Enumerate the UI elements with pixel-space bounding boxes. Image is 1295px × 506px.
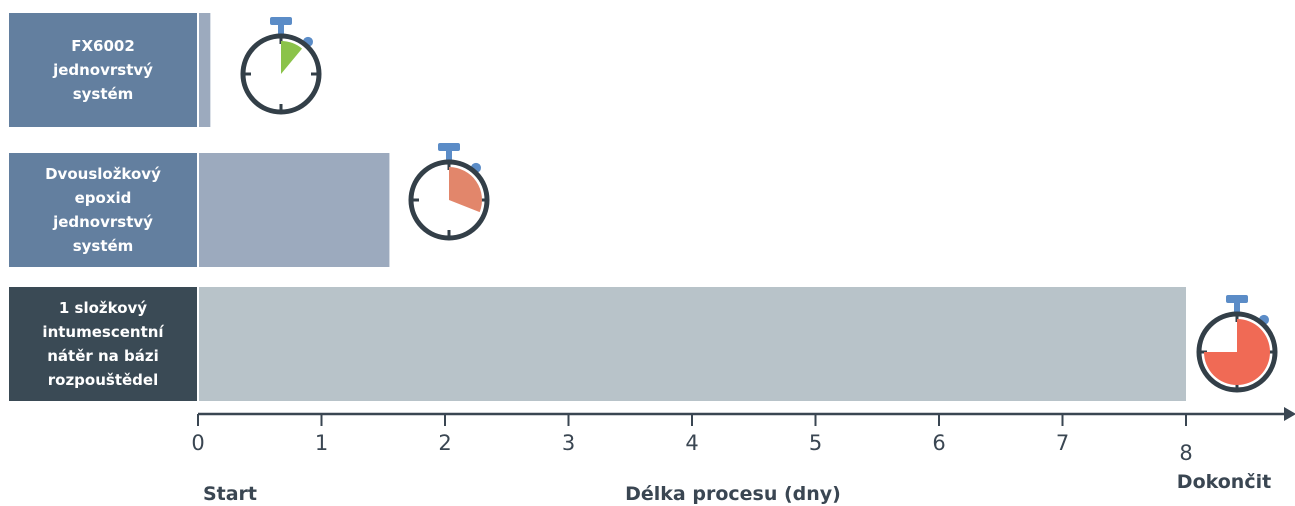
x-tick-label: 5 (809, 431, 822, 455)
category-label: systém (73, 85, 134, 103)
category-label: epoxid (75, 189, 132, 207)
category-label-box (9, 13, 197, 127)
category-label: nátěr na bázi (47, 347, 159, 365)
x-axis-ticks: 0 1 2 3 4 5 6 7 8 (191, 414, 1193, 465)
category-label: systém (73, 237, 134, 255)
stopwatch-icon (408, 143, 490, 241)
x-axis-title: Délka procesu (dny) (625, 483, 841, 505)
category-label: intumescentní (42, 323, 164, 341)
stopwatch-fill (449, 167, 482, 213)
x-tick-label: 7 (1056, 431, 1069, 455)
stopwatch-icon (1196, 295, 1278, 393)
end-label: Dokončit (1177, 471, 1271, 493)
chart-rows: FX6002 jednovrstvý systém Dvousložkový epoxi… (9, 13, 1278, 401)
x-tick-label: 0 (191, 431, 204, 455)
x-tick-label: 6 (932, 431, 945, 455)
category-label: FX6002 (71, 37, 135, 55)
x-tick-label: 1 (315, 431, 328, 455)
category-label: jednovrstvý (52, 61, 153, 79)
category-label-box (9, 153, 197, 267)
x-axis-arrow-icon (1284, 407, 1295, 421)
category-label: rozpouštědel (48, 371, 158, 389)
bar (199, 153, 390, 267)
start-label: Start (203, 483, 257, 505)
stopwatch-icon (240, 17, 322, 115)
category-label: Dvousložkový (45, 165, 161, 183)
stopwatch-fill (1204, 319, 1270, 385)
category-label: jednovrstvý (52, 213, 153, 231)
category-label-box (9, 287, 197, 401)
x-tick-label: 2 (438, 431, 451, 455)
bar (199, 13, 211, 127)
stopwatch-fill (281, 41, 303, 74)
x-tick-label: 3 (562, 431, 575, 455)
x-axis (198, 407, 1295, 421)
category-label: 1 složkový (59, 299, 147, 317)
bar (199, 287, 1186, 401)
x-tick-label: 4 (685, 431, 698, 455)
x-tick-label: 8 (1179, 441, 1192, 465)
